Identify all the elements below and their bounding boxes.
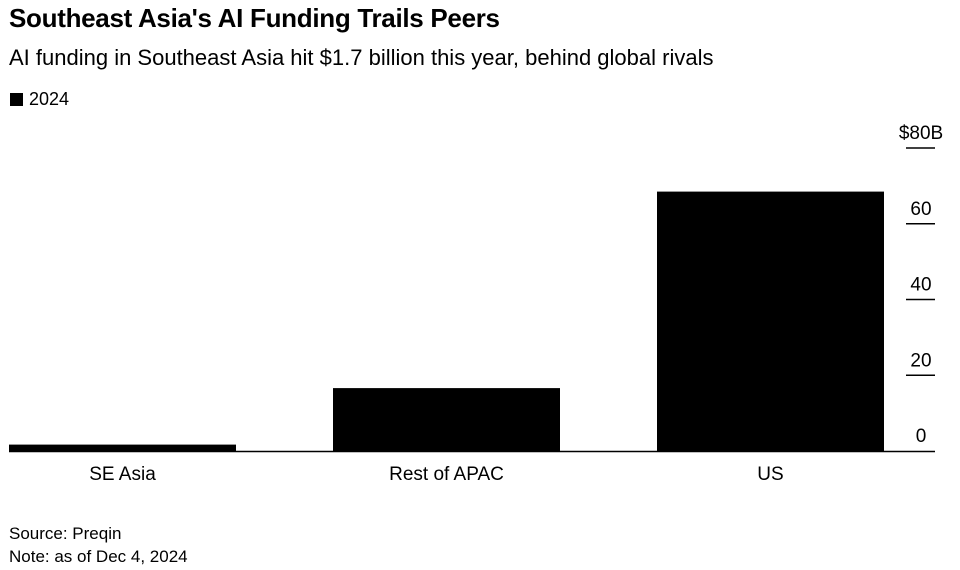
chart-subtitle: AI funding in Southeast Asia hit $1.7 bi… xyxy=(9,45,714,70)
y-tick-label: 40 xyxy=(910,275,931,296)
x-tick-label: SE Asia xyxy=(89,464,156,485)
x-tick-label: Rest of APAC xyxy=(389,464,504,485)
bar-us xyxy=(657,191,884,451)
bar-rest-of-apac xyxy=(333,388,560,451)
x-tick-label: US xyxy=(757,464,783,485)
y-tick-label: 60 xyxy=(910,199,931,220)
y-tick-label: 20 xyxy=(910,350,931,371)
bar-se-asia xyxy=(9,444,236,451)
legend-label: 2024 xyxy=(29,89,70,109)
y-tick-label: 0 xyxy=(916,426,927,447)
source-note: Source: Preqin xyxy=(9,524,122,543)
legend-swatch xyxy=(10,93,23,106)
chart-title: Southeast Asia's AI Funding Trails Peers xyxy=(9,3,500,33)
y-tick-label: $80B xyxy=(899,123,943,144)
date-note: Note: as of Dec 4, 2024 xyxy=(9,547,188,566)
legend: 2024 xyxy=(10,89,69,110)
